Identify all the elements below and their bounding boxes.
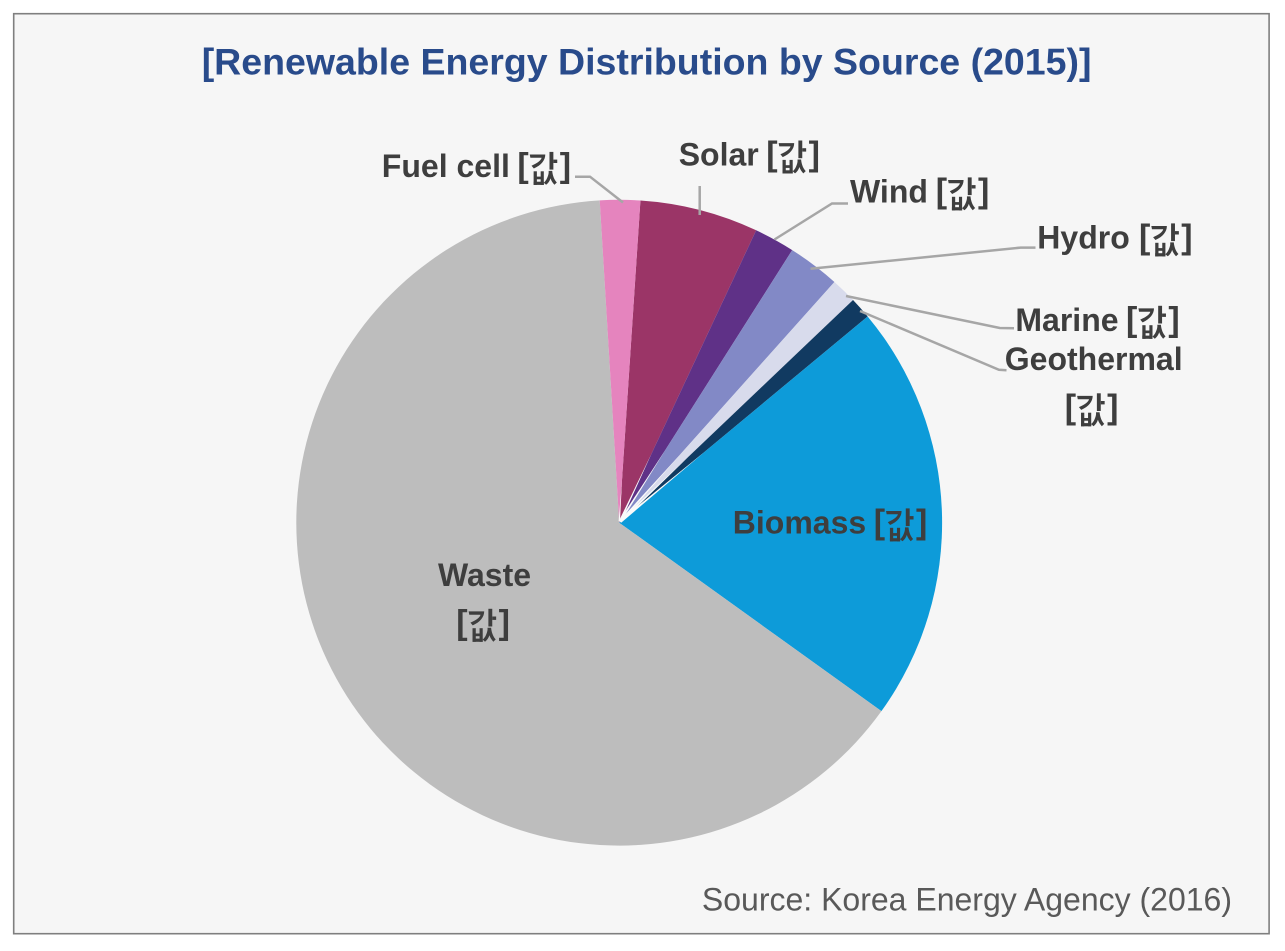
svg-text:Biomass: Biomass xyxy=(733,504,866,540)
svg-text:]: ] xyxy=(978,172,989,210)
svg-text:[: [ xyxy=(936,172,947,210)
svg-text:[: [ xyxy=(1126,301,1137,339)
svg-text:[: [ xyxy=(1139,218,1150,256)
svg-text:]: ] xyxy=(1107,388,1118,426)
svg-text:]: ] xyxy=(560,147,571,185)
svg-text:Hydro: Hydro xyxy=(1037,219,1129,255)
svg-text:Wind: Wind xyxy=(850,173,928,209)
svg-text:Marine: Marine xyxy=(1015,302,1118,338)
svg-text:]: ] xyxy=(1168,301,1179,339)
svg-text:]: ] xyxy=(916,503,927,541)
svg-text:Fuel cell: Fuel cell xyxy=(382,148,510,184)
svg-text:[: [ xyxy=(874,503,885,541)
svg-text:Solar: Solar xyxy=(679,137,759,173)
svg-text:]: ] xyxy=(1181,218,1192,256)
svg-text:[: [ xyxy=(517,147,528,185)
svg-text:[: [ xyxy=(766,136,777,174)
svg-text:[: [ xyxy=(456,604,467,642)
svg-text:Waste: Waste xyxy=(438,557,531,593)
svg-text:]: ] xyxy=(499,604,510,642)
svg-text:]: ] xyxy=(809,136,820,174)
svg-text:[Renewable Energy Distribution: [Renewable Energy Distribution by Source… xyxy=(202,41,1092,83)
svg-text:Geothermal: Geothermal xyxy=(1005,341,1183,377)
svg-text:[: [ xyxy=(1065,388,1076,426)
svg-text:Source: Korea Energy Agency (2: Source: Korea Energy Agency (2016) xyxy=(702,881,1232,917)
